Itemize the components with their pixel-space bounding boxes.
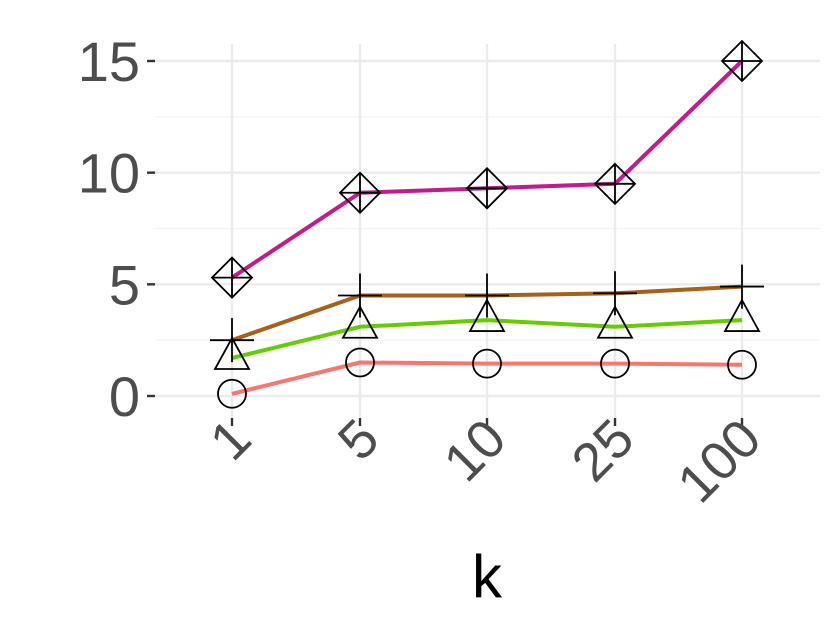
y-tick-label: 15: [78, 30, 140, 93]
data-point-circle: [472, 348, 502, 379]
series-markers: [210, 39, 764, 409]
data-point-diamond-plus: [465, 167, 509, 210]
data-point-plus: [210, 318, 254, 363]
x-tick-label: 100: [666, 408, 772, 514]
data-point-plus: [720, 264, 764, 309]
x-axis: 1 5 10 25 100: [199, 408, 773, 514]
data-point-diamond-plus: [593, 162, 637, 206]
x-tick-label: 25: [561, 408, 646, 493]
data-point-triangle: [341, 304, 379, 339]
data-point-circle: [345, 347, 375, 378]
data-point-triangle: [213, 336, 251, 370]
x-axis-title: k: [472, 543, 503, 610]
data-point-plus: [465, 273, 509, 318]
data-point-circle: [600, 348, 630, 379]
x-tick-label: 5: [327, 408, 391, 472]
x-tick-label: 1: [199, 408, 263, 472]
series-line-triangle: [231, 318, 743, 360]
data-point-circle: [727, 349, 757, 380]
series-line-circle: [231, 360, 743, 396]
data-point-triangle: [596, 304, 634, 339]
x-tick-label: 10: [433, 408, 518, 493]
data-point-diamond-plus: [338, 171, 382, 215]
data-point-diamond-plus: [210, 256, 254, 299]
y-tick-label: 0: [109, 365, 140, 428]
data-point-circle: [217, 378, 247, 409]
data-point-triangle: [468, 298, 506, 332]
y-tick-label: 10: [78, 142, 140, 205]
data-point-plus: [593, 271, 637, 316]
data-point-triangle: [723, 298, 761, 332]
y-axis: 0 5 10 15: [78, 30, 155, 428]
data-point-plus: [338, 273, 382, 318]
data-point-diamond-plus: [720, 39, 764, 83]
y-tick-label: 5: [109, 253, 140, 316]
